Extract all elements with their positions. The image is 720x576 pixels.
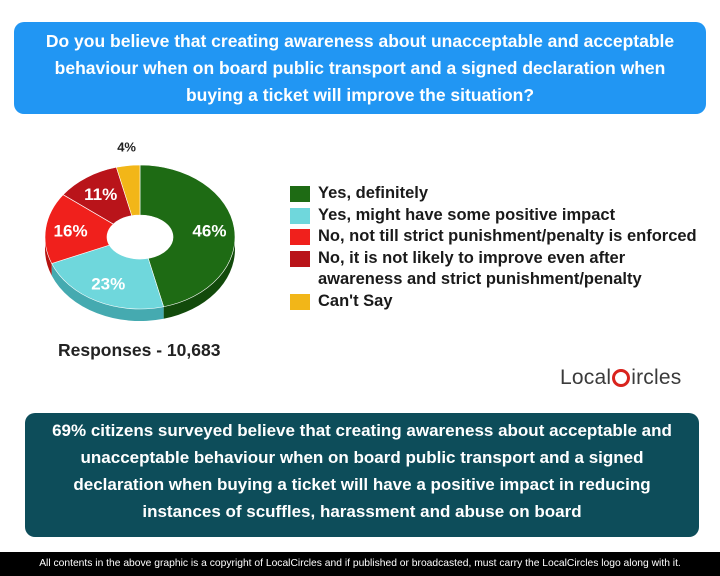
question-banner: Do you believe that creating awareness a…: [14, 22, 706, 114]
donut-slice: [115, 164, 141, 217]
donut-hole: [107, 215, 173, 259]
legend-swatch: [290, 207, 310, 224]
legend-label: No, it is not likely to improve even aft…: [318, 248, 642, 289]
summary-banner: 69% citizens surveyed believe that creat…: [25, 413, 699, 537]
footer-text: All contents in the above graphic is a c…: [39, 558, 681, 569]
slice-data-label: 23%: [91, 274, 125, 293]
legend-item-yes-definitely: Yes, definitely: [290, 183, 710, 205]
responses-count: Responses - 10,683: [58, 340, 221, 360]
legend-swatch: [290, 293, 310, 310]
legend-label: No, not till strict punishment/penalty i…: [318, 227, 697, 245]
donut-slice: [44, 194, 114, 264]
legend-item-cant-say: Can't Say: [290, 291, 710, 313]
legend-item-not-likely-to-improve: No, it is not likely to improve even aft…: [290, 248, 710, 291]
donut-slice-side: [51, 263, 164, 321]
donut-slice: [51, 244, 165, 310]
legend-label: Can't Say: [318, 291, 393, 310]
slice-data-label: 16%: [54, 221, 88, 240]
legend-label: Yes, might have some positive impact: [318, 205, 616, 224]
donut-slice: [139, 164, 236, 308]
legend-swatch: [290, 186, 310, 202]
slice-data-label: 11%: [84, 185, 117, 204]
chart-legend: Yes, definitely Yes, might have some pos…: [290, 183, 710, 312]
legend-swatch: [290, 250, 310, 267]
legend-item-might-have-impact: Yes, might have some positive impact: [290, 205, 710, 227]
circle-logo-icon: [612, 369, 631, 387]
slice-data-label: 4%: [117, 140, 136, 155]
donut-chart: 46% 23% 16% 11% 4%: [44, 140, 236, 321]
question-text: Do you believe that creating awareness a…: [45, 31, 675, 105]
summary-text: 69% citizens surveyed believe that creat…: [52, 421, 672, 521]
copyright-footer: All contents in the above graphic is a c…: [0, 552, 720, 576]
legend-label: Yes, definitely: [318, 184, 429, 202]
localcircles-logo: Local ircles: [560, 366, 682, 389]
slice-data-label: 46%: [192, 221, 226, 240]
donut-slice-side: [163, 237, 235, 319]
legend-item-not-till-punishment: No, not till strict punishment/penalty i…: [290, 226, 710, 248]
legend-swatch: [290, 229, 310, 245]
